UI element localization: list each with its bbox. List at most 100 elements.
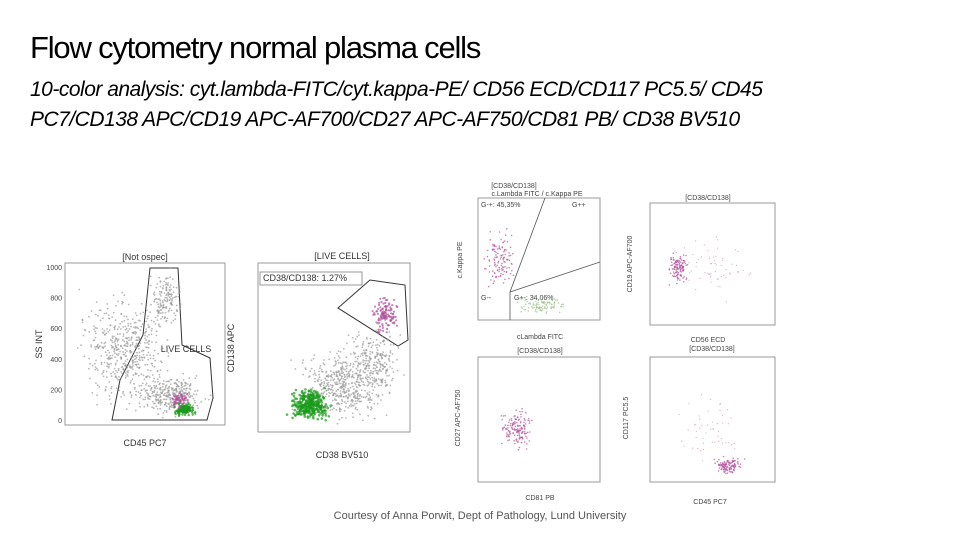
event-dot (155, 298, 158, 300)
event-dot (124, 377, 127, 379)
event-dot (108, 329, 111, 331)
event-dot (191, 395, 194, 398)
event-dot (105, 386, 107, 388)
event-dot (677, 273, 679, 276)
event-dot (134, 321, 137, 324)
event-dot (508, 436, 510, 438)
event-dot (111, 339, 113, 342)
event-dot (681, 440, 683, 442)
event-dot (102, 332, 105, 335)
event-dot (135, 344, 137, 347)
event-dot (384, 384, 387, 387)
event-dot (508, 419, 511, 421)
event-dot (503, 426, 506, 429)
event-dot (352, 399, 354, 402)
event-dot (159, 280, 162, 282)
event-dot (714, 462, 716, 465)
event-dot (358, 397, 361, 400)
event-dot (182, 404, 186, 408)
event-dot (710, 273, 712, 275)
event-dot (362, 381, 365, 384)
event-dot (111, 337, 114, 340)
event-dot (181, 382, 183, 385)
event-dot (178, 387, 181, 390)
event-dot (80, 344, 82, 347)
event-dot (123, 344, 126, 347)
event-dot (343, 401, 346, 403)
event-dot (503, 270, 506, 273)
event-dot (541, 305, 544, 307)
event-dot (342, 368, 345, 370)
event-dot (523, 441, 526, 443)
event-dot (308, 397, 311, 400)
event-dot (162, 287, 165, 290)
event-dot (338, 380, 341, 382)
event-dot (353, 388, 355, 391)
event-dot (293, 400, 296, 404)
event-dot (314, 372, 316, 375)
event-dot (153, 391, 156, 393)
event-dot (506, 435, 508, 438)
event-dot (194, 402, 197, 404)
event-dot (377, 328, 380, 331)
event-dot (504, 266, 506, 268)
event-dot (502, 273, 504, 276)
event-dot (359, 369, 362, 371)
event-dot (156, 380, 159, 383)
event-dot (144, 342, 146, 344)
event-dot (364, 371, 366, 374)
event-dot (508, 252, 510, 254)
event-dot (311, 392, 315, 395)
event-dot (520, 310, 522, 313)
event-dot (346, 375, 349, 378)
event-dot (346, 364, 349, 367)
event-dot (100, 341, 103, 344)
event-dot (191, 413, 194, 416)
event-dot (123, 362, 126, 365)
event-dot (367, 397, 370, 400)
event-dot (701, 425, 703, 427)
event-dot (91, 364, 94, 367)
event-dot (130, 325, 133, 328)
event-dot (678, 263, 680, 266)
event-dot (113, 340, 116, 343)
event-dot (113, 349, 116, 351)
event-dot (695, 261, 698, 263)
event-dot (354, 403, 356, 405)
event-dot (700, 449, 702, 452)
event-dot (504, 261, 506, 263)
event-dot (514, 418, 516, 420)
event-dot (674, 250, 676, 252)
event-dot (156, 301, 158, 304)
event-dot (396, 369, 399, 372)
event-dot (353, 376, 355, 379)
event-dot (159, 360, 162, 363)
event-dot (320, 411, 324, 414)
event-dot (553, 301, 556, 304)
event-dot (373, 361, 376, 364)
event-dot (131, 360, 134, 363)
event-dot (718, 467, 721, 469)
event-dot (506, 267, 508, 269)
event-dot (342, 347, 345, 350)
event-dot (300, 400, 304, 404)
event-dot (502, 254, 504, 256)
event-dot (302, 359, 304, 362)
event-dot (146, 285, 149, 288)
event-dot (170, 309, 173, 312)
event-dot (388, 355, 391, 358)
event-dot (322, 392, 325, 395)
event-dot (102, 369, 105, 372)
event-dot (169, 284, 172, 286)
event-dot (391, 367, 394, 370)
event-dot (520, 436, 522, 439)
event-dot (134, 361, 137, 363)
event-dot (743, 458, 746, 460)
event-dot (138, 355, 141, 357)
event-dot (119, 356, 122, 359)
event-dot (380, 300, 383, 304)
event-dot (168, 299, 171, 302)
event-dot (140, 302, 143, 305)
event-dot (174, 415, 177, 418)
event-dot (493, 264, 496, 267)
